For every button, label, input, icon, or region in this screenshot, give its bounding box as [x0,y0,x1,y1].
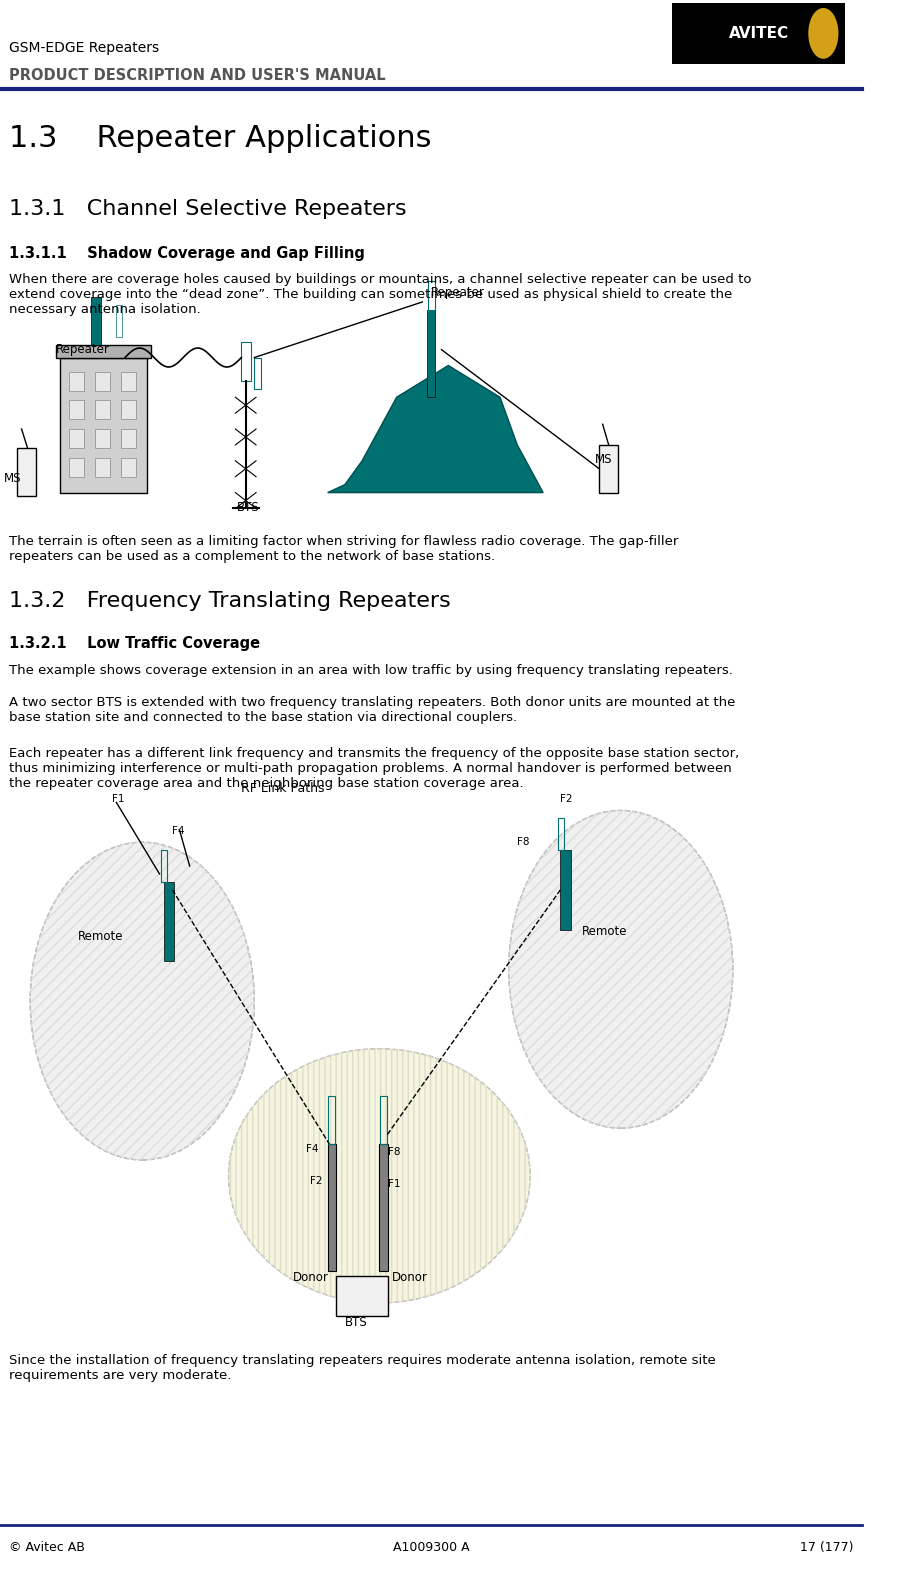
Bar [163,882,174,961]
Bar [69,400,84,419]
Bar [91,297,101,345]
Text: F4: F4 [306,1144,319,1154]
Text: 1.3.2   Frequency Translating Repeaters: 1.3.2 Frequency Translating Repeaters [8,591,450,612]
Text: F4: F4 [173,826,185,836]
Text: MS: MS [595,453,612,466]
Bar [69,429,84,448]
Bar [380,1144,388,1271]
Text: Repeater: Repeater [431,286,485,299]
Ellipse shape [808,8,838,59]
Text: F8: F8 [518,837,529,847]
Bar [60,358,146,493]
Text: The example shows coverage extension in an area with low traffic by using freque: The example shows coverage extension in … [8,664,733,677]
Text: GSM-EDGE Repeaters: GSM-EDGE Repeaters [8,41,159,56]
Text: When there are coverage holes caused by buildings or mountains, a channel select: When there are coverage holes caused by … [8,273,751,316]
Ellipse shape [508,810,733,1128]
Text: F1: F1 [112,794,124,804]
Bar [94,429,111,448]
Text: Donor: Donor [293,1271,329,1284]
Text: Remote: Remote [77,930,123,942]
Text: 1.3.1   Channel Selective Repeaters: 1.3.1 Channel Selective Repeaters [8,199,406,219]
Bar [56,345,151,358]
FancyBboxPatch shape [673,3,845,64]
Text: 1.3.2.1    Low Traffic Coverage: 1.3.2.1 Low Traffic Coverage [8,636,260,650]
Bar [69,458,84,477]
Text: 1.3.1.1    Shadow Coverage and Gap Filling: 1.3.1.1 Shadow Coverage and Gap Filling [8,246,364,261]
Text: The terrain is often seen as a limiting factor when striving for flawless radio : The terrain is often seen as a limiting … [8,535,678,564]
Text: Repeater: Repeater [56,343,110,356]
Bar [116,305,123,337]
Text: F2: F2 [311,1176,323,1185]
Bar [380,1096,387,1144]
Bar [69,372,84,391]
Text: BTS: BTS [345,1316,368,1328]
Bar [121,372,136,391]
Bar [328,1144,336,1271]
Text: 17 (177): 17 (177) [800,1541,854,1554]
Bar [121,429,136,448]
Bar [241,342,251,381]
Ellipse shape [229,1049,530,1303]
Bar [121,400,136,419]
Text: Each repeater has a different link frequency and transmits the frequency of the : Each repeater has a different link frequ… [8,747,739,790]
Text: BTS: BTS [237,501,260,513]
Bar [121,458,136,477]
Bar [560,850,571,930]
Text: F2: F2 [560,794,573,804]
Bar [599,445,618,493]
Text: A1009300 A: A1009300 A [393,1541,469,1554]
Bar [17,448,36,496]
Bar [94,372,111,391]
Bar [94,400,111,419]
Polygon shape [328,365,543,493]
Text: © Avitec AB: © Avitec AB [8,1541,84,1554]
Bar [336,1276,388,1316]
Text: AVITEC: AVITEC [728,25,789,41]
Bar [558,818,564,850]
Text: Remote: Remote [582,925,627,938]
Text: Donor: Donor [392,1271,429,1284]
Text: F8: F8 [388,1147,400,1157]
Text: F1: F1 [388,1179,400,1189]
Ellipse shape [30,842,254,1160]
Bar [329,1096,335,1144]
Text: A two sector BTS is extended with two frequency translating repeaters. Both dono: A two sector BTS is extended with two fr… [8,696,735,725]
Text: RF Link Paths: RF Link Paths [242,782,325,794]
Bar [162,850,167,882]
Text: 1.3    Repeater Applications: 1.3 Repeater Applications [8,124,431,153]
Bar [254,358,262,389]
Text: Since the installation of frequency translating repeaters requires moderate ante: Since the installation of frequency tran… [8,1354,716,1382]
Text: PRODUCT DESCRIPTION AND USER'S MANUAL: PRODUCT DESCRIPTION AND USER'S MANUAL [8,68,385,83]
Text: MS: MS [5,472,22,485]
Bar [94,458,111,477]
Bar [428,281,435,310]
Bar [427,310,436,397]
